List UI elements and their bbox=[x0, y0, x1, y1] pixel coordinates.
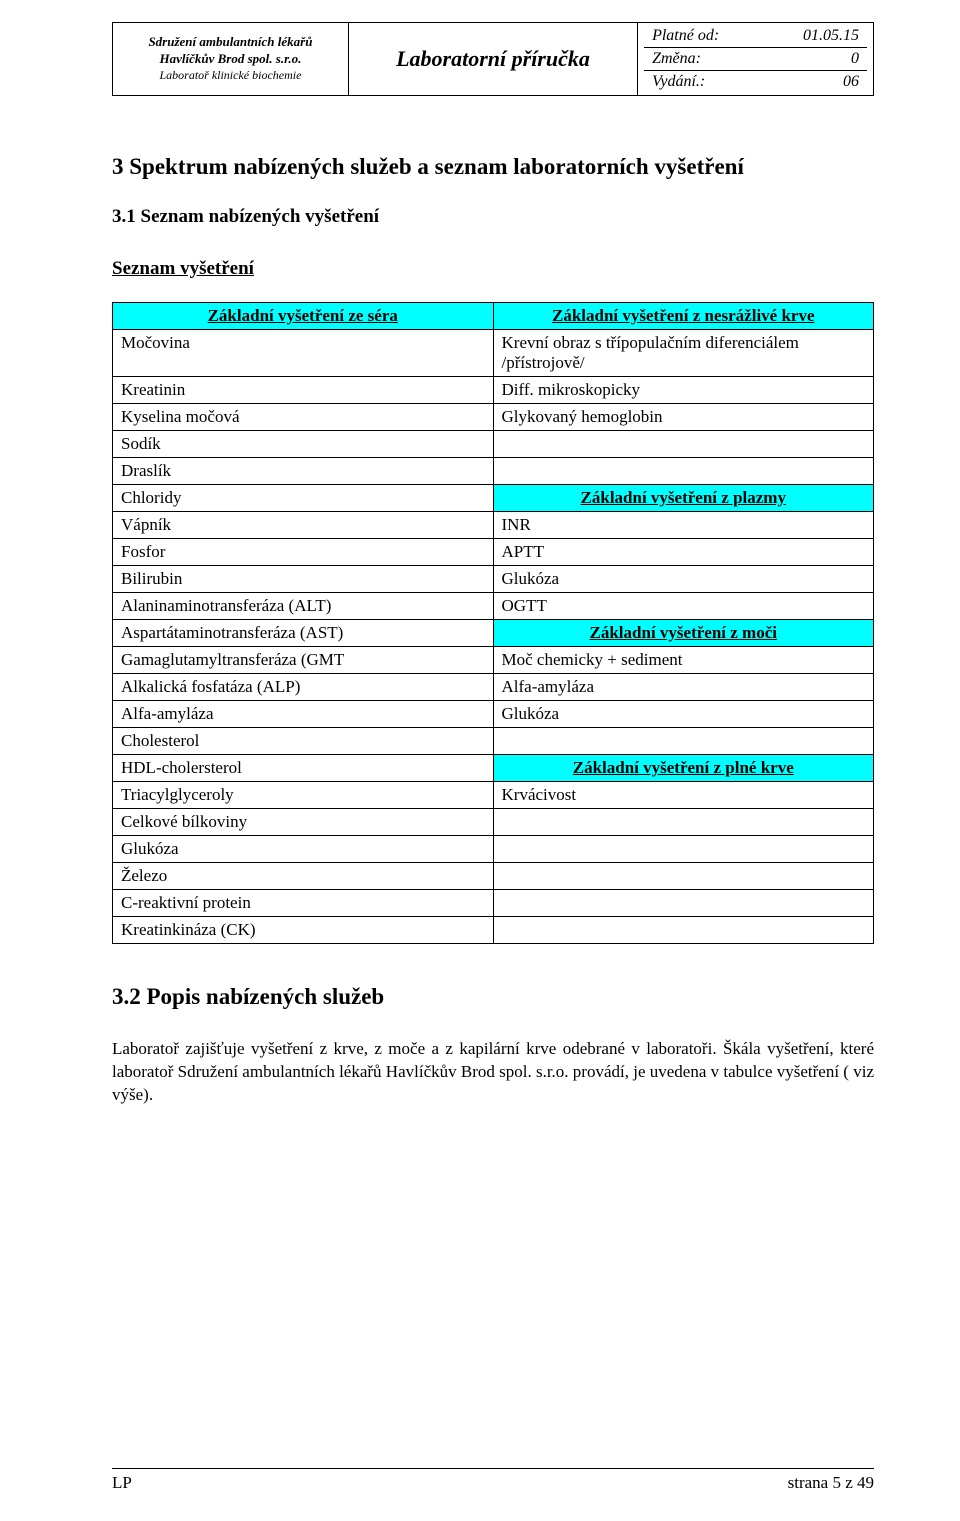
section-3-2-paragraph: Laboratoř zajišťuje vyšetření z krve, z … bbox=[112, 1038, 874, 1107]
meta-label: Vydání.: bbox=[644, 71, 782, 94]
cell-right: APTT bbox=[493, 539, 874, 566]
table-header-right-3: Základní vyšetření z moči bbox=[493, 620, 874, 647]
cell-left: Alkalická fosfatáza (ALP) bbox=[113, 674, 494, 701]
meta-value: 01.05.15 bbox=[782, 25, 867, 48]
cell-left: Triacylglyceroly bbox=[113, 782, 494, 809]
section-3-heading: 3 Spektrum nabízených služeb a seznam la… bbox=[112, 154, 874, 180]
section-3-2-heading: 3.2 Popis nabízených služeb bbox=[112, 984, 874, 1010]
cell-left: Cholesterol bbox=[113, 728, 494, 755]
table-row: Chloridy Základní vyšetření z plazmy bbox=[113, 485, 874, 512]
meta-value: 0 bbox=[782, 48, 867, 71]
document-header: Sdružení ambulantních lékařů Havlíčkův B… bbox=[112, 22, 874, 96]
table-header-left: Základní vyšetření ze séra bbox=[113, 303, 494, 330]
cell-right: Alfa-amyláza bbox=[493, 674, 874, 701]
cell-left: Vápník bbox=[113, 512, 494, 539]
org-cell: Sdružení ambulantních lékařů Havlíčkův B… bbox=[113, 23, 349, 96]
table-row: Kyselina močová Glykovaný hemoglobin bbox=[113, 404, 874, 431]
doc-title: Laboratorní příručka bbox=[348, 23, 637, 96]
org-line2: Havlíčkův Brod spol. s.r.o. bbox=[119, 51, 342, 68]
section-3-1-heading: 3.1 Seznam nabízených vyšetření bbox=[112, 206, 874, 228]
cell-right bbox=[493, 809, 874, 836]
cell-left: Kreatinin bbox=[113, 377, 494, 404]
table-row: Kreatinin Diff. mikroskopicky bbox=[113, 377, 874, 404]
exam-list-label: Seznam vyšetření bbox=[112, 258, 874, 280]
table-header-right-4: Základní vyšetření z plné krve bbox=[493, 755, 874, 782]
table-row: Alkalická fosfatáza (ALP) Alfa-amyláza bbox=[113, 674, 874, 701]
cell-left: HDL-cholersterol bbox=[113, 755, 494, 782]
table-row: Cholesterol bbox=[113, 728, 874, 755]
table-row: Aspartátaminotransferáza (AST) Základní … bbox=[113, 620, 874, 647]
table-header-right-1: Základní vyšetření z nesrážlivé krve bbox=[493, 303, 874, 330]
cell-right: Diff. mikroskopicky bbox=[493, 377, 874, 404]
cell-right: Krvácivost bbox=[493, 782, 874, 809]
cell-left: Chloridy bbox=[113, 485, 494, 512]
table-row: Alaninaminotransferáza (ALT) OGTT bbox=[113, 593, 874, 620]
cell-left: Železo bbox=[113, 863, 494, 890]
table-row: Sodík bbox=[113, 431, 874, 458]
cell-right bbox=[493, 890, 874, 917]
cell-right bbox=[493, 458, 874, 485]
cell-left: Celkové bílkoviny bbox=[113, 809, 494, 836]
org-line1: Sdružení ambulantních lékařů bbox=[119, 34, 342, 51]
cell-left: Sodík bbox=[113, 431, 494, 458]
cell-left: Bilirubin bbox=[113, 566, 494, 593]
cell-left: Kyselina močová bbox=[113, 404, 494, 431]
cell-left: Kreatinkináza (CK) bbox=[113, 917, 494, 944]
footer-rule bbox=[112, 1468, 874, 1469]
cell-left: Glukóza bbox=[113, 836, 494, 863]
table-row: Fosfor APTT bbox=[113, 539, 874, 566]
cell-right: Glykovaný hemoglobin bbox=[493, 404, 874, 431]
cell-left: Alfa-amyláza bbox=[113, 701, 494, 728]
table-row: Alfa-amyláza Glukóza bbox=[113, 701, 874, 728]
cell-left: Fosfor bbox=[113, 539, 494, 566]
cell-right: Moč chemicky + sediment bbox=[493, 647, 874, 674]
table-row: HDL-cholersterol Základní vyšetření z pl… bbox=[113, 755, 874, 782]
org-line3: Laboratoř klinické biochemie bbox=[119, 68, 342, 84]
cell-right: Glukóza bbox=[493, 566, 874, 593]
cell-right: Krevní obraz s třípopulačním diferenciál… bbox=[493, 330, 874, 377]
meta-value: 06 bbox=[782, 71, 867, 94]
table-row: Celkové bílkoviny bbox=[113, 809, 874, 836]
meta-label: Platné od: bbox=[644, 25, 782, 48]
cell-right: Glukóza bbox=[493, 701, 874, 728]
cell-right bbox=[493, 863, 874, 890]
page-footer: LP strana 5 z 49 bbox=[112, 1468, 874, 1493]
table-row: Základní vyšetření ze séra Základní vyše… bbox=[113, 303, 874, 330]
cell-right bbox=[493, 836, 874, 863]
footer-right: strana 5 z 49 bbox=[788, 1473, 874, 1493]
meta-table: Platné od: 01.05.15 Změna: 0 Vydání.: 06 bbox=[644, 25, 867, 93]
meta-label: Změna: bbox=[644, 48, 782, 71]
footer-left: LP bbox=[112, 1473, 132, 1493]
cell-left: Močovina bbox=[113, 330, 494, 377]
cell-left: C-reaktivní protein bbox=[113, 890, 494, 917]
table-row: Železo bbox=[113, 863, 874, 890]
table-row: Triacylglyceroly Krvácivost bbox=[113, 782, 874, 809]
table-header-right-2: Základní vyšetření z plazmy bbox=[493, 485, 874, 512]
cell-left: Alaninaminotransferáza (ALT) bbox=[113, 593, 494, 620]
table-row: Draslík bbox=[113, 458, 874, 485]
meta-cell: Platné od: 01.05.15 Změna: 0 Vydání.: 06 bbox=[638, 23, 874, 96]
cell-right bbox=[493, 917, 874, 944]
table-row: Vápník INR bbox=[113, 512, 874, 539]
cell-right: INR bbox=[493, 512, 874, 539]
table-row: Kreatinkináza (CK) bbox=[113, 917, 874, 944]
cell-right: OGTT bbox=[493, 593, 874, 620]
table-row: Gamaglutamyltransferáza (GMT Moč chemick… bbox=[113, 647, 874, 674]
table-row: C-reaktivní protein bbox=[113, 890, 874, 917]
cell-left: Draslík bbox=[113, 458, 494, 485]
cell-left: Gamaglutamyltransferáza (GMT bbox=[113, 647, 494, 674]
cell-left: Aspartátaminotransferáza (AST) bbox=[113, 620, 494, 647]
cell-right bbox=[493, 728, 874, 755]
page: Sdružení ambulantních lékařů Havlíčkův B… bbox=[0, 0, 960, 1521]
table-row: Glukóza bbox=[113, 836, 874, 863]
table-row: Bilirubin Glukóza bbox=[113, 566, 874, 593]
cell-right bbox=[493, 431, 874, 458]
exam-table: Základní vyšetření ze séra Základní vyše… bbox=[112, 302, 874, 944]
